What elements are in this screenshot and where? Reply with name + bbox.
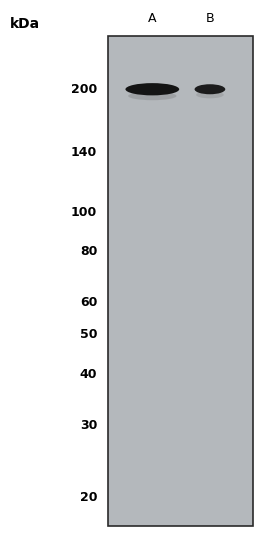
Text: 40: 40 <box>80 368 97 381</box>
Text: 30: 30 <box>80 419 97 432</box>
Ellipse shape <box>128 92 177 100</box>
Text: 60: 60 <box>80 296 97 309</box>
Ellipse shape <box>125 83 179 95</box>
Text: kDa: kDa <box>10 17 40 31</box>
Text: B: B <box>206 12 214 25</box>
Text: 200: 200 <box>71 83 97 96</box>
Text: 20: 20 <box>80 491 97 504</box>
Text: A: A <box>148 12 157 25</box>
Ellipse shape <box>196 91 224 99</box>
Text: 50: 50 <box>80 329 97 341</box>
Bar <box>108 36 253 526</box>
Text: 140: 140 <box>71 146 97 159</box>
Text: 80: 80 <box>80 245 97 258</box>
Text: 100: 100 <box>71 206 97 218</box>
Ellipse shape <box>195 84 225 94</box>
